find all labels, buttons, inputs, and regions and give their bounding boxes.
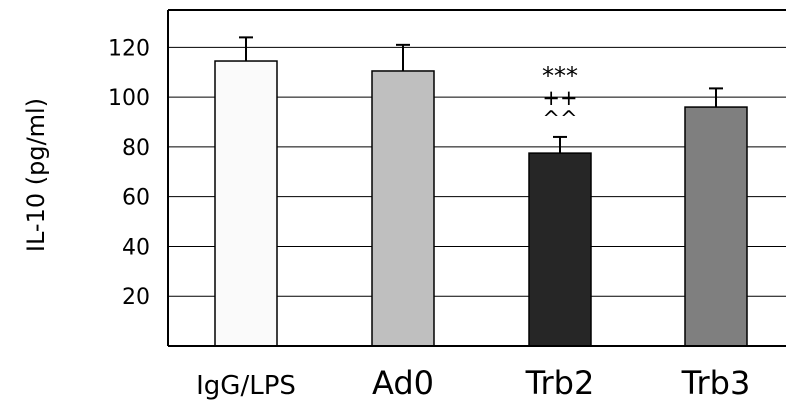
y-tick-labels: 20 40 60 80 100 120 xyxy=(108,36,150,310)
error-bars xyxy=(239,36,723,154)
bar-ad0 xyxy=(371,70,435,347)
y-tick-label: 80 xyxy=(122,136,150,161)
bars xyxy=(214,60,748,347)
y-axis-label: IL-10 (pg/ml) xyxy=(22,98,50,252)
y-tick-label: 60 xyxy=(122,186,150,211)
significance-annotations: ***++^^ xyxy=(542,62,578,131)
bar-trb2 xyxy=(528,152,592,347)
significance-mark: *** xyxy=(542,62,578,90)
significance-mark: ^^ xyxy=(542,107,577,131)
plot-frame xyxy=(167,9,786,347)
x-category-label: Ad0 xyxy=(372,364,434,402)
y-tick-label: 120 xyxy=(108,36,150,61)
bar-igg-lps xyxy=(214,60,278,347)
x-category-label: Trb2 xyxy=(525,364,595,402)
y-tick-label: 100 xyxy=(108,86,150,111)
significance-mark: ++ xyxy=(542,86,577,110)
y-tick-label: 20 xyxy=(122,285,150,310)
y-tick-label: 40 xyxy=(122,235,150,260)
x-category-label: IgG/LPS xyxy=(196,371,296,401)
x-category-labels: IgG/LPS Ad0 Trb2 Trb3 xyxy=(196,364,750,402)
x-category-label: Trb3 xyxy=(681,364,751,402)
bar-trb3 xyxy=(684,106,748,347)
